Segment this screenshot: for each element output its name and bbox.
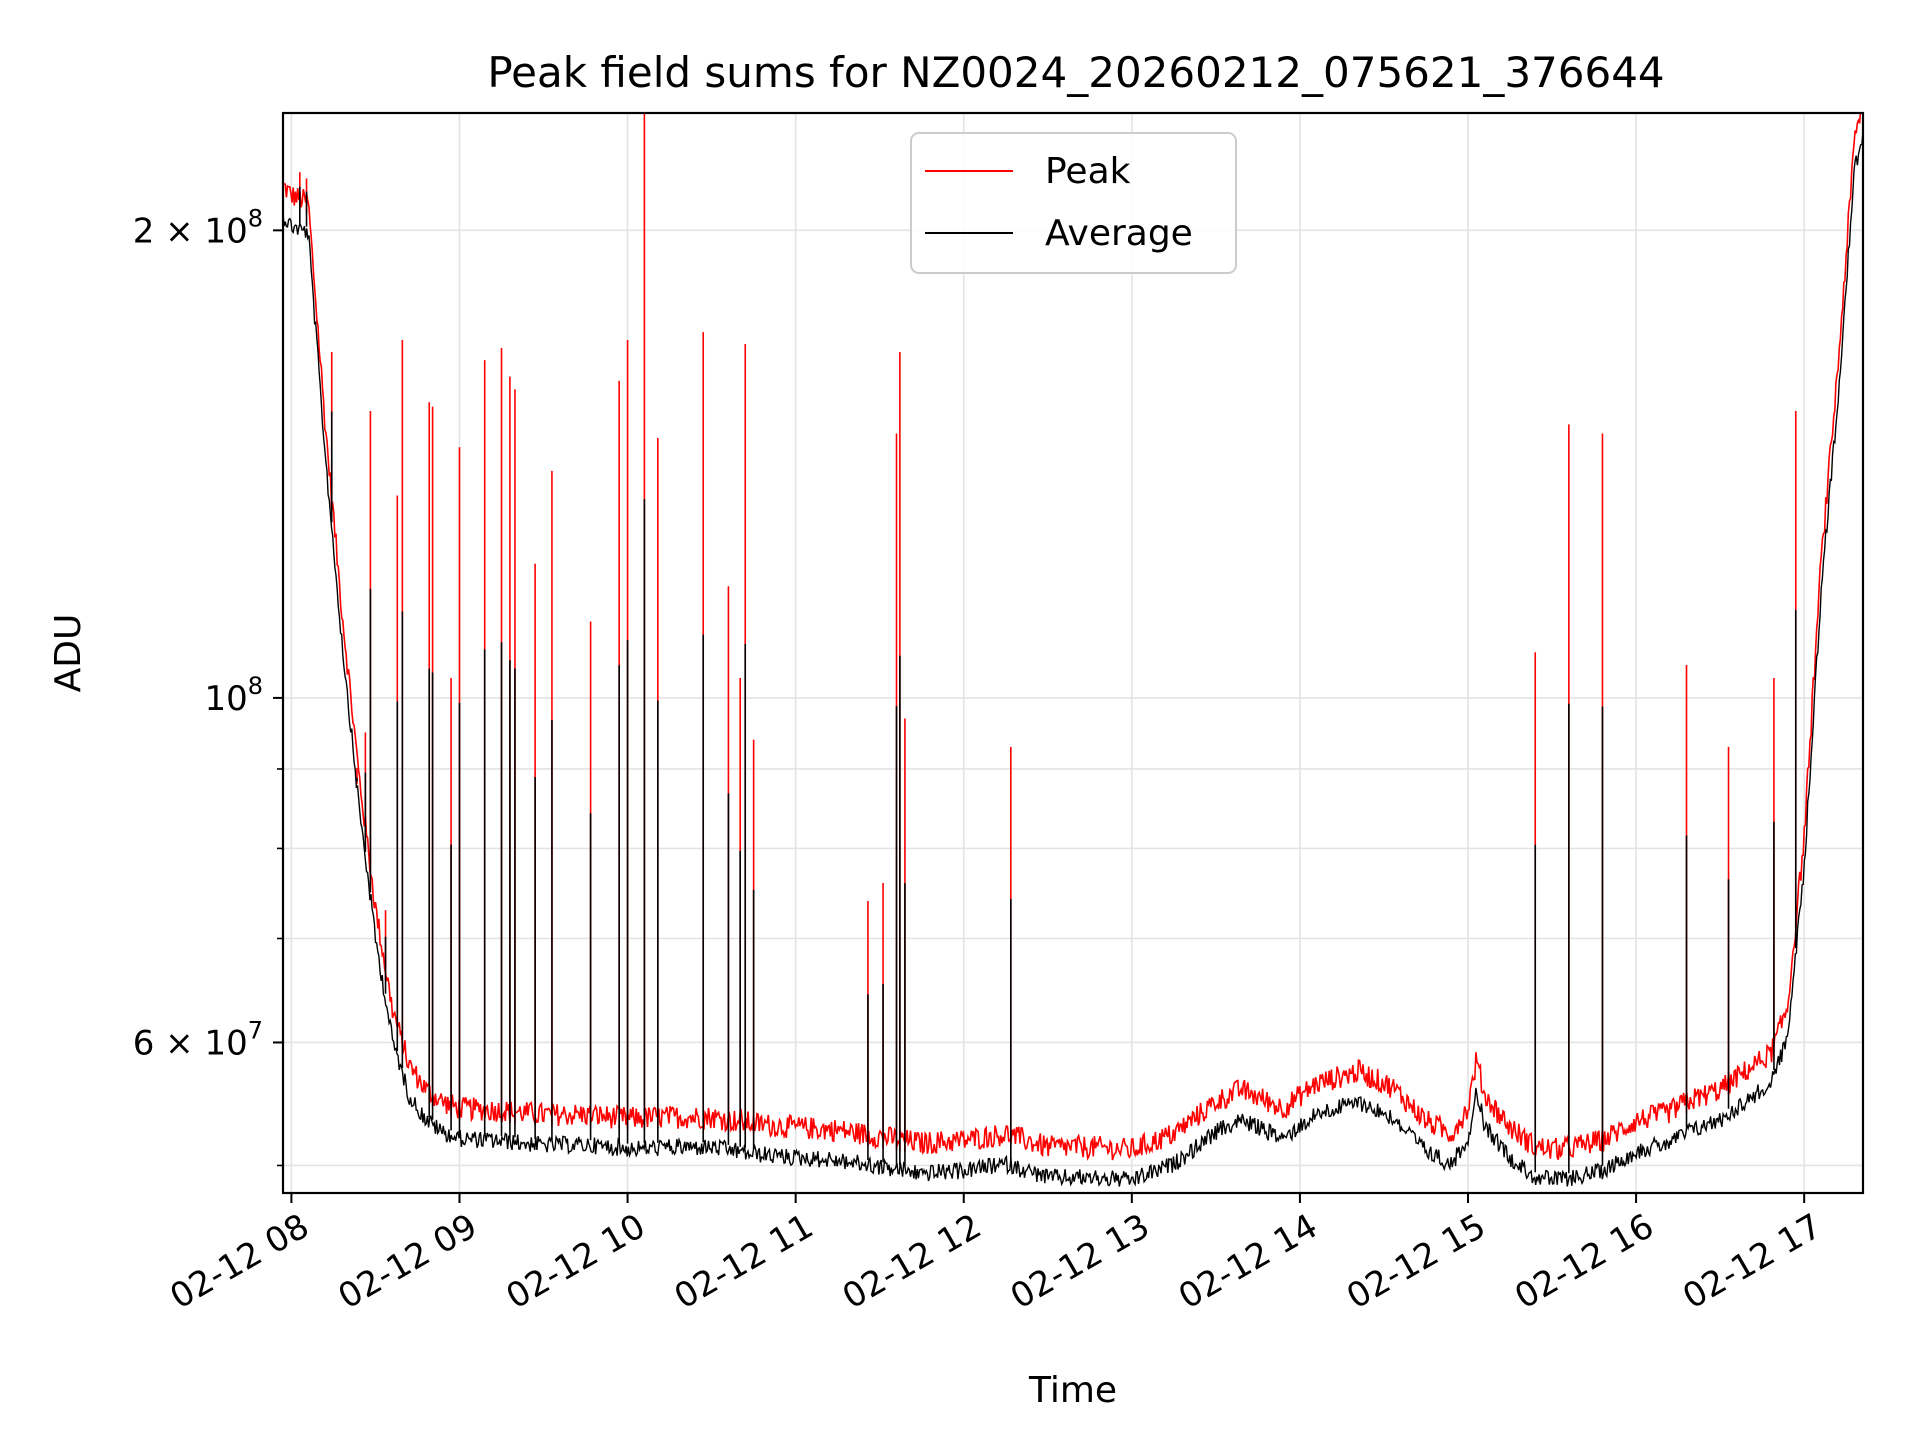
grid-lines (283, 113, 1863, 1193)
legend: Peak Average (910, 132, 1237, 274)
plot-area (283, 113, 1863, 1187)
series-peak-line (283, 113, 1862, 1161)
x-axis-label: Time (1028, 1370, 1117, 1411)
y-tick-label: 108 (204, 672, 263, 719)
legend-box (910, 132, 1237, 274)
plot-frame (281, 111, 1865, 1195)
series-average-line (283, 131, 1863, 1187)
legend-label-peak: Peak (1045, 151, 1131, 192)
chart-title: Peak field sums for NZ0024_20260212_0756… (487, 48, 1664, 97)
y-axis-label: ADU (48, 614, 89, 693)
y-tick-label: 6 × 107 (133, 1016, 263, 1063)
y-tick-label: 2 × 108 (133, 204, 263, 251)
y-axis: 6 × 107 108 2 × 108 (133, 204, 283, 1167)
legend-label-average: Average (1045, 213, 1193, 254)
